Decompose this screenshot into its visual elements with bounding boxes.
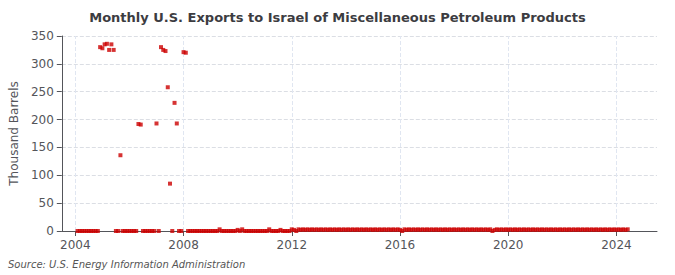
svg-text:300: 300 <box>31 57 54 71</box>
svg-text:Monthly U.S. Exports to Israel: Monthly U.S. Exports to Israel of Miscel… <box>89 10 586 25</box>
svg-text:250: 250 <box>31 85 54 99</box>
svg-text:350: 350 <box>31 29 54 43</box>
svg-text:2020: 2020 <box>493 238 524 252</box>
svg-text:200: 200 <box>31 113 54 127</box>
svg-text:2012: 2012 <box>276 238 307 252</box>
svg-text:Thousand Barrels: Thousand Barrels <box>7 81 21 186</box>
svg-text:2004: 2004 <box>60 238 91 252</box>
svg-text:2024: 2024 <box>601 238 632 252</box>
svg-text:150: 150 <box>31 140 54 154</box>
svg-text:50: 50 <box>39 196 54 210</box>
svg-text:2016: 2016 <box>385 238 416 252</box>
svg-text:100: 100 <box>31 168 54 182</box>
svg-text:0: 0 <box>46 224 54 238</box>
svg-text:Source: U.S. Energy Informatio: Source: U.S. Energy Information Administ… <box>8 259 245 270</box>
svg-text:2008: 2008 <box>168 238 199 252</box>
